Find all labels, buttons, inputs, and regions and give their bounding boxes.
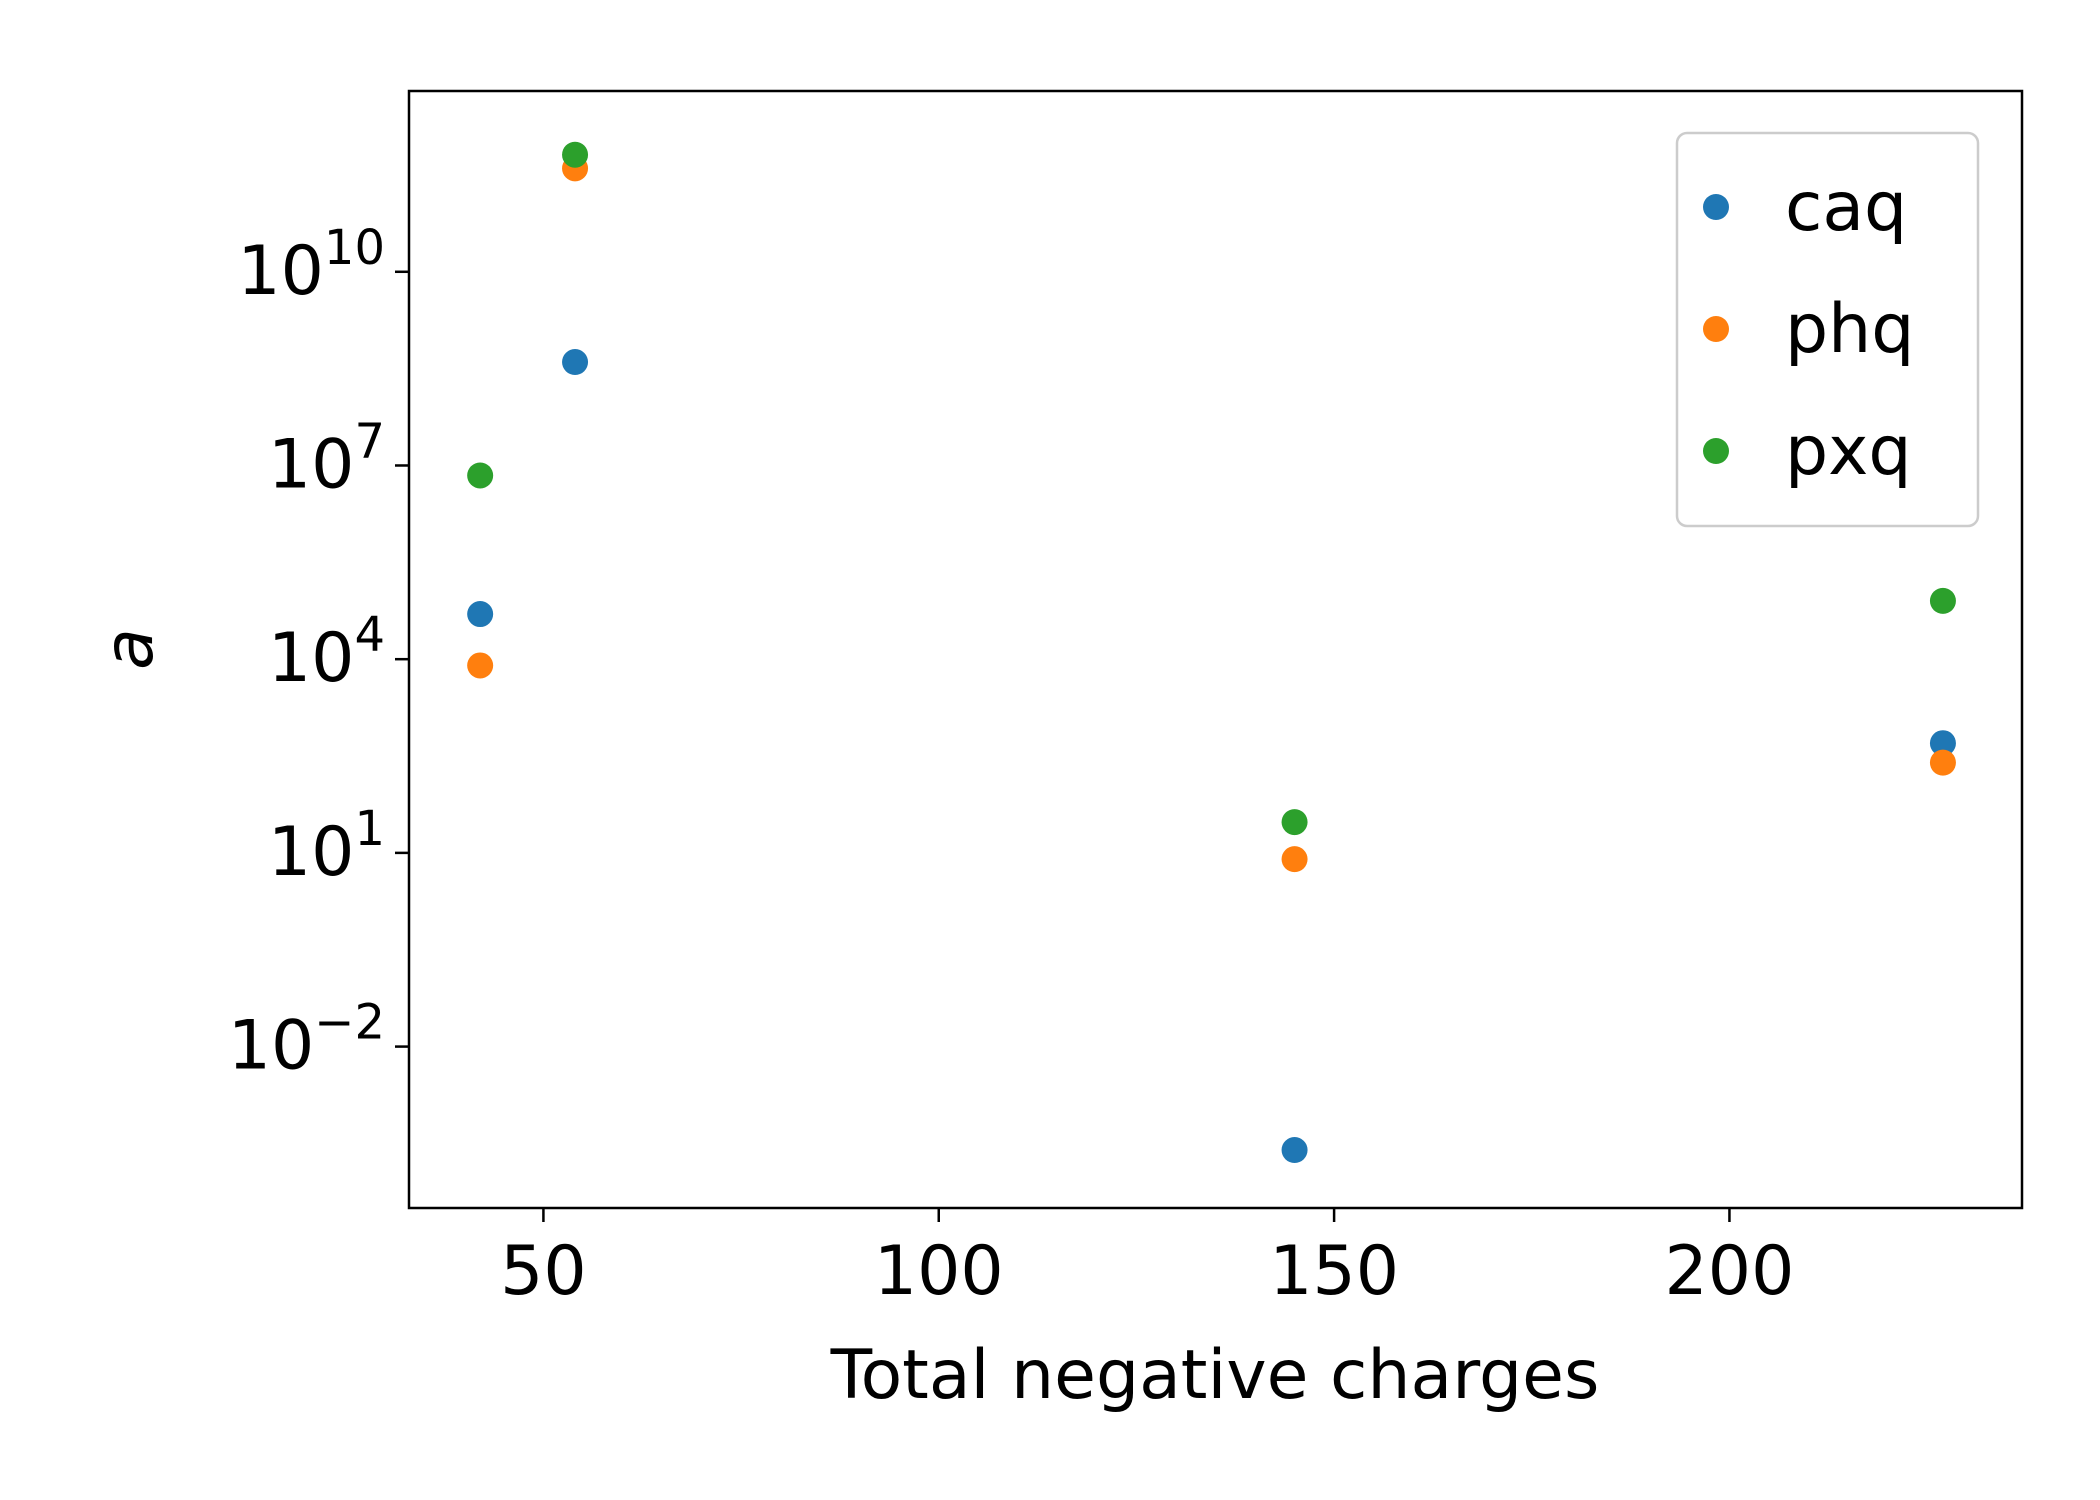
y-tick-label: 10−2	[228, 995, 385, 1086]
data-point-caq	[562, 349, 589, 376]
data-point-caq	[1929, 730, 1956, 757]
data-point-pxq	[562, 141, 589, 168]
y-tick-exponent: 10	[324, 220, 385, 276]
series-caq	[467, 349, 1956, 1164]
legend-marker-caq	[1703, 194, 1729, 220]
series-pxq	[467, 141, 1956, 836]
y-tick-exponent: −2	[314, 995, 385, 1051]
data-point-phq	[467, 652, 494, 679]
legend-label-pxq: pxq	[1785, 412, 1912, 491]
y-tick-base: 10	[228, 1007, 315, 1086]
x-tick-label: 100	[874, 1232, 1004, 1311]
data-point-pxq	[1929, 587, 1956, 614]
series-phq	[467, 155, 1956, 873]
x-axis-title: Total negative charges	[830, 1336, 1600, 1415]
data-point-phq	[1281, 846, 1308, 873]
legend-marker-phq	[1703, 316, 1729, 342]
data-point-pxq	[467, 462, 494, 489]
x-tick-label: 150	[1269, 1232, 1399, 1311]
y-tick-label: 104	[268, 607, 385, 698]
data-points	[467, 141, 1956, 1164]
y-tick-exponent: 1	[354, 801, 385, 857]
y-axis-title: a	[90, 628, 169, 670]
legend-label-caq: caq	[1785, 168, 1907, 247]
x-tick-label: 200	[1665, 1232, 1795, 1311]
legend-frame	[1675, 131, 1980, 528]
legend-label-phq: phq	[1785, 290, 1914, 369]
y-tick-base: 10	[237, 232, 324, 311]
y-tick-label: 101	[268, 801, 385, 892]
y-tick-exponent: 4	[354, 607, 385, 663]
data-point-caq	[1281, 1137, 1308, 1164]
x-tick-label: 50	[500, 1232, 587, 1311]
y-tick-base: 10	[268, 425, 355, 504]
x-axis: 50 100 150 200	[500, 1208, 1794, 1311]
data-point-pxq	[1281, 809, 1308, 836]
y-tick-label: 1010	[237, 220, 385, 311]
y-tick-base: 10	[268, 619, 355, 698]
data-point-phq	[1929, 749, 1956, 776]
legend: caq phq pxq	[1675, 131, 1980, 528]
data-point-caq	[467, 601, 494, 628]
legend-marker-pxq	[1703, 438, 1729, 464]
y-tick-exponent: 7	[354, 413, 385, 469]
y-tick-base: 10	[268, 813, 355, 892]
y-tick-label: 107	[268, 413, 385, 504]
